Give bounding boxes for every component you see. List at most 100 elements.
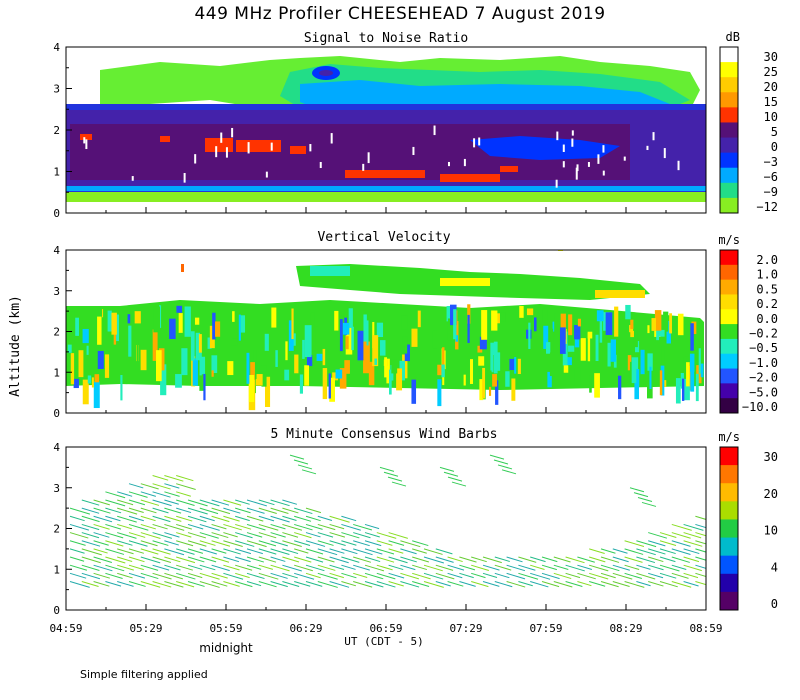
vv-streak [517,358,521,375]
wind-barb [391,481,407,487]
wind-plot-frame [65,446,707,611]
chart-main-title: 449 MHz Profiler CHEESEHEAD 7 August 201… [194,4,606,24]
wind-barb [400,580,420,588]
wind-barb [423,556,444,564]
wind-barb [671,523,692,531]
wind-barb [176,556,196,564]
snr-speck [85,139,88,150]
wind-barb [93,499,110,506]
snr-speck [663,148,666,159]
wind-barb [235,564,253,571]
wind-barb [294,507,313,515]
vv-streak [199,345,202,376]
vv-streak [599,315,603,343]
wind-barb [270,548,290,555]
wind-barb [364,564,385,572]
wind-barb [152,556,172,563]
wind-barb [105,548,125,555]
wind-barb [376,572,396,580]
wind-barb [329,564,345,570]
wind-barb [235,572,250,579]
snr-speck [215,146,218,158]
wind-barb [317,523,336,531]
vv-streak [633,329,638,348]
colorbar-label: 10 [764,524,778,538]
vv-streak [264,376,271,407]
snr-red-patch [160,136,170,142]
wind-barb [305,564,325,572]
wind-barb [258,580,277,588]
vv-streak [329,377,336,402]
wind-barb [305,556,324,563]
vv-streak [136,340,139,362]
wind-barb [140,564,159,571]
snr-speck [562,161,565,168]
vv-streak [357,330,364,361]
wind-barb [211,523,227,530]
wind-barb [128,483,144,489]
wind-barb [282,540,302,548]
wind-barb [341,564,356,570]
wind-barb [294,580,311,587]
wind-barb [400,564,416,571]
snr-speck [433,125,436,136]
wind-barb [364,523,380,530]
snr-speck [447,161,450,167]
vv-panel-title: Vertical Velocity [317,230,450,245]
wind-barb [435,564,454,571]
wind-barb [506,556,523,563]
wind-barb [282,523,303,531]
vv-streak [610,339,617,362]
snr-red-patch [236,140,281,152]
wind-barb [152,580,172,588]
wind-barb [695,580,706,586]
wind-barb [695,556,706,561]
snr-speck [478,137,481,146]
wind-barb [518,572,539,580]
snr-speck [412,146,415,156]
wind-barb [246,572,265,580]
wind-barb [629,487,645,493]
wind-barb [164,580,184,588]
wind-barb [636,572,656,580]
colorbar-label: 0 [771,140,778,154]
wind-barb [364,580,384,588]
vv-colorbar: m/s 2.01.00.50.20.0−0.2−0.5−1.0−2.0−5.0−1… [718,233,778,414]
wind-barb [435,556,454,563]
wind-barb [258,507,277,514]
vv-streak [698,348,701,374]
vv-streak [396,368,403,391]
wind-barb [223,564,240,571]
vv-streak [477,345,483,353]
wind-barb [671,540,691,547]
wind-barb [400,572,420,580]
vv-streak [134,311,141,324]
vv-streak [546,342,551,354]
time-tick-label: 06:29 [289,622,322,635]
wind-barb [353,564,370,571]
wind-barb [589,572,609,580]
colorbar-swatch [720,383,738,399]
wind-barb [376,540,393,546]
wind-barb [329,532,346,538]
wind-barb [199,532,219,539]
colorbar-swatch [720,309,738,325]
vv-streak [73,378,79,389]
time-tick-label: 08:59 [689,622,722,635]
wind-x-ticks [65,604,707,610]
wind-barb [497,464,513,470]
snr-speck [247,142,250,154]
wind-barb [223,572,244,580]
vv-streak [686,362,690,387]
wind-barb [683,556,700,563]
wind-barb [612,580,630,587]
colorbar-label: −2.0 [749,371,778,385]
wind-barb [105,572,123,579]
wind-barb [117,499,134,506]
vv-streak [660,365,665,396]
wind-barb [376,548,395,555]
wind-barb [489,454,505,460]
vv-streak [304,365,310,386]
vv-streak [322,368,328,400]
